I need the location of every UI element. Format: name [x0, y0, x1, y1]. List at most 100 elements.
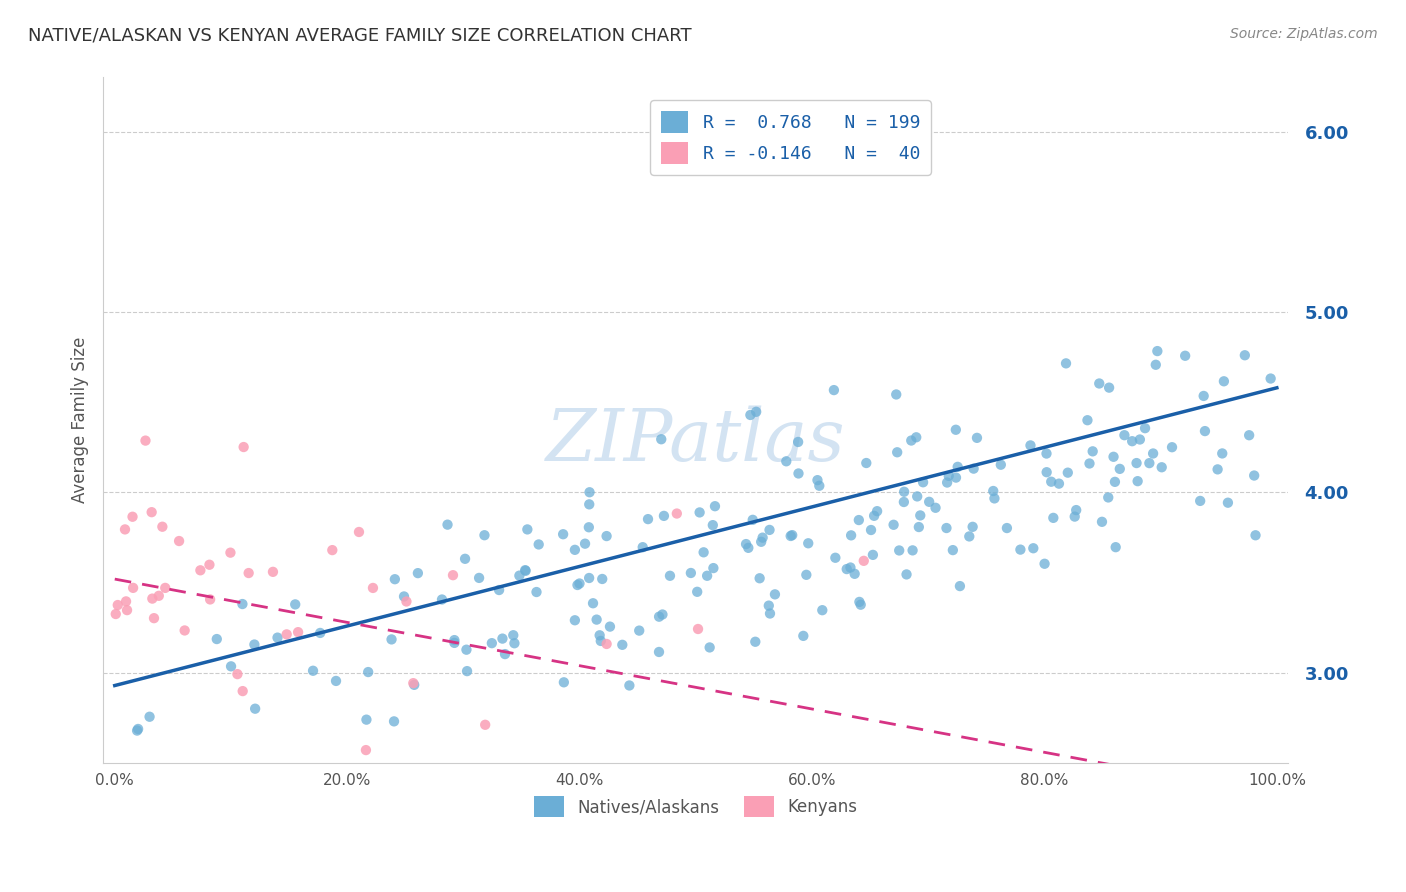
Natives/Alaskans — [1105, 540, 1128, 554]
Natives/Alaskans — [219, 659, 242, 673]
Kenyans — [107, 598, 129, 612]
Natives/Alaskans — [1161, 440, 1184, 454]
Natives/Alaskans — [758, 523, 780, 537]
Natives/Alaskans — [886, 445, 908, 459]
Natives/Alaskans — [516, 523, 538, 537]
Natives/Alaskans — [325, 673, 347, 688]
Natives/Alaskans — [938, 468, 960, 483]
Kenyans — [276, 627, 298, 641]
Natives/Alaskans — [702, 518, 724, 533]
Kenyans — [173, 624, 195, 638]
Kenyans — [652, 825, 675, 839]
Natives/Alaskans — [564, 542, 586, 557]
Natives/Alaskans — [896, 567, 918, 582]
Natives/Alaskans — [231, 597, 253, 611]
Y-axis label: Average Family Size: Average Family Size — [72, 337, 89, 503]
Kenyans — [361, 581, 384, 595]
Natives/Alaskans — [619, 678, 641, 692]
Natives/Alaskans — [578, 485, 600, 500]
Kenyans — [232, 440, 254, 454]
Natives/Alaskans — [488, 582, 510, 597]
Kenyans — [115, 594, 138, 608]
Natives/Alaskans — [957, 529, 980, 543]
Natives/Alaskans — [935, 521, 957, 535]
Kenyans — [148, 589, 170, 603]
Natives/Alaskans — [1142, 446, 1164, 460]
Natives/Alaskans — [406, 566, 429, 581]
Text: Source: ZipAtlas.com: Source: ZipAtlas.com — [1230, 27, 1378, 41]
Natives/Alaskans — [689, 505, 711, 519]
Natives/Alaskans — [1035, 446, 1057, 460]
Natives/Alaskans — [1121, 434, 1143, 449]
Natives/Alaskans — [679, 566, 702, 580]
Natives/Alaskans — [357, 665, 380, 679]
Natives/Alaskans — [749, 534, 772, 549]
Natives/Alaskans — [737, 541, 759, 555]
Natives/Alaskans — [502, 628, 524, 642]
Natives/Alaskans — [392, 590, 415, 604]
Text: NATIVE/ALASKAN VS KENYAN AVERAGE FAMILY SIZE CORRELATION CHART: NATIVE/ALASKAN VS KENYAN AVERAGE FAMILY … — [28, 27, 692, 45]
Natives/Alaskans — [758, 599, 780, 613]
Natives/Alaskans — [574, 537, 596, 551]
Kenyans — [167, 534, 190, 549]
Natives/Alaskans — [748, 571, 770, 585]
Kenyans — [321, 543, 343, 558]
Natives/Alaskans — [553, 675, 575, 690]
Natives/Alaskans — [910, 508, 932, 523]
Natives/Alaskans — [481, 636, 503, 650]
Kenyans — [262, 565, 284, 579]
Natives/Alaskans — [1146, 344, 1168, 359]
Natives/Alaskans — [792, 629, 814, 643]
Natives/Alaskans — [1212, 374, 1234, 388]
Natives/Alaskans — [1144, 358, 1167, 372]
Kenyans — [402, 676, 425, 690]
Natives/Alaskans — [883, 517, 905, 532]
Natives/Alaskans — [1102, 450, 1125, 464]
Natives/Alaskans — [243, 638, 266, 652]
Natives/Alaskans — [1137, 456, 1160, 470]
Natives/Alaskans — [990, 458, 1012, 472]
Kenyans — [474, 718, 496, 732]
Natives/Alaskans — [1040, 475, 1063, 489]
Natives/Alaskans — [1194, 424, 1216, 438]
Natives/Alaskans — [1081, 444, 1104, 458]
Natives/Alaskans — [599, 619, 621, 633]
Natives/Alaskans — [652, 508, 675, 523]
Natives/Alaskans — [356, 713, 378, 727]
Natives/Alaskans — [382, 714, 405, 729]
Natives/Alaskans — [243, 702, 266, 716]
Natives/Alaskans — [585, 613, 607, 627]
Natives/Alaskans — [1047, 476, 1070, 491]
Natives/Alaskans — [823, 383, 845, 397]
Natives/Alaskans — [567, 578, 589, 592]
Natives/Alaskans — [380, 632, 402, 647]
Natives/Alaskans — [889, 543, 911, 558]
Natives/Alaskans — [866, 504, 889, 518]
Natives/Alaskans — [205, 632, 228, 646]
Natives/Alaskans — [651, 607, 673, 622]
Natives/Alaskans — [794, 567, 817, 582]
Natives/Alaskans — [983, 491, 1005, 506]
Natives/Alaskans — [404, 678, 426, 692]
Natives/Alaskans — [797, 536, 820, 550]
Natives/Alaskans — [848, 595, 870, 609]
Natives/Alaskans — [1098, 381, 1121, 395]
Kenyans — [115, 603, 138, 617]
Natives/Alaskans — [568, 576, 591, 591]
Natives/Alaskans — [1243, 468, 1265, 483]
Natives/Alaskans — [1104, 475, 1126, 489]
Natives/Alaskans — [659, 568, 682, 582]
Kenyans — [114, 523, 136, 537]
Natives/Alaskans — [855, 456, 877, 470]
Natives/Alaskans — [436, 517, 458, 532]
Natives/Alaskans — [912, 475, 935, 490]
Natives/Alaskans — [648, 645, 671, 659]
Natives/Alaskans — [582, 596, 605, 610]
Kenyans — [198, 558, 221, 572]
Natives/Alaskans — [1174, 349, 1197, 363]
Natives/Alaskans — [981, 483, 1004, 498]
Natives/Alaskans — [995, 521, 1018, 535]
Kenyans — [852, 554, 875, 568]
Natives/Alaskans — [1042, 511, 1064, 525]
Natives/Alaskans — [302, 664, 325, 678]
